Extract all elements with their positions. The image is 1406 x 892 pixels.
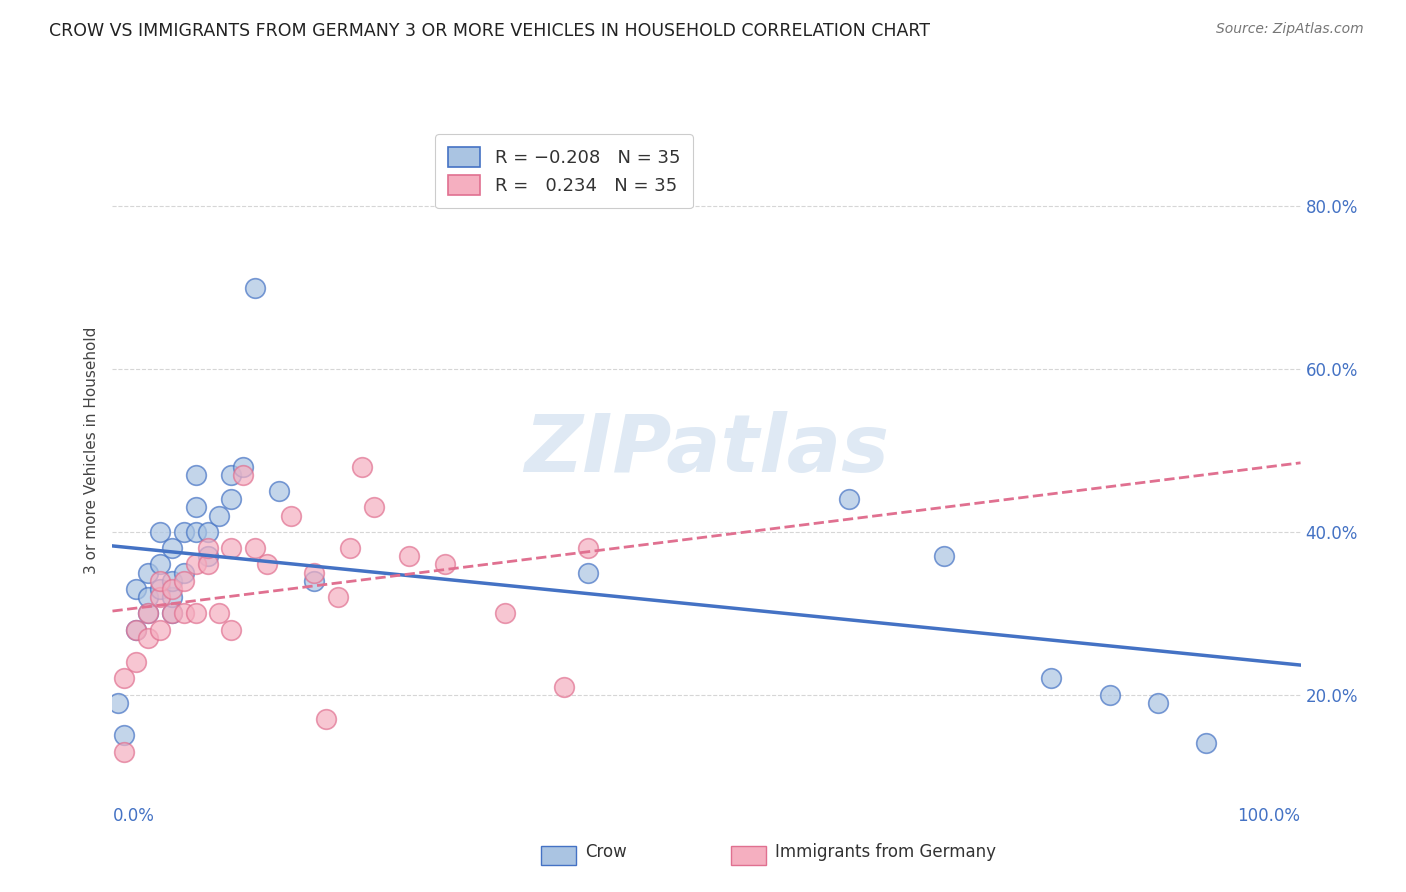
Point xyxy=(434,558,457,572)
Point xyxy=(173,574,195,588)
Legend: R = −0.208   N = 35, R =   0.234   N = 35: R = −0.208 N = 35, R = 0.234 N = 35 xyxy=(434,134,693,208)
Text: CROW VS IMMIGRANTS FROM GERMANY 3 OR MORE VEHICLES IN HOUSEHOLD CORRELATION CHAR: CROW VS IMMIGRANTS FROM GERMANY 3 OR MOR… xyxy=(49,22,931,40)
Point xyxy=(112,671,135,685)
Point xyxy=(125,623,148,637)
Point xyxy=(136,631,159,645)
Point xyxy=(219,623,243,637)
Point xyxy=(328,590,350,604)
Point xyxy=(219,467,243,482)
Point xyxy=(136,590,159,604)
Point xyxy=(553,680,575,694)
Point xyxy=(160,590,183,604)
Point xyxy=(304,574,326,588)
Point xyxy=(256,558,278,572)
Point xyxy=(160,574,183,588)
Point xyxy=(304,566,326,580)
Point xyxy=(149,623,172,637)
Point xyxy=(1099,688,1122,702)
Text: Crow: Crow xyxy=(585,843,627,861)
Point xyxy=(219,492,243,507)
Point xyxy=(208,607,231,621)
Point xyxy=(219,541,243,555)
Point xyxy=(149,558,172,572)
Point xyxy=(107,696,129,710)
Y-axis label: 3 or more Vehicles in Household: 3 or more Vehicles in Household xyxy=(84,326,100,574)
Text: 100.0%: 100.0% xyxy=(1237,807,1301,825)
Point xyxy=(149,574,172,588)
Point xyxy=(184,467,207,482)
Point xyxy=(136,607,159,621)
Point xyxy=(184,558,207,572)
Point xyxy=(243,541,266,555)
Point xyxy=(112,745,135,759)
Point xyxy=(576,566,599,580)
Point xyxy=(243,281,266,295)
Point xyxy=(173,607,195,621)
Point xyxy=(136,607,159,621)
Point xyxy=(1194,736,1216,750)
Point xyxy=(934,549,956,564)
Point xyxy=(197,558,219,572)
Point xyxy=(149,582,172,596)
Point xyxy=(494,607,516,621)
Point xyxy=(173,524,195,539)
Point xyxy=(363,500,385,515)
Point xyxy=(184,500,207,515)
Text: 0.0%: 0.0% xyxy=(112,807,155,825)
Point xyxy=(125,655,148,669)
Point xyxy=(112,728,135,742)
Text: Immigrants from Germany: Immigrants from Germany xyxy=(775,843,995,861)
Point xyxy=(398,549,420,564)
Point xyxy=(160,607,183,621)
Point xyxy=(197,549,219,564)
Point xyxy=(267,484,290,499)
Point xyxy=(232,459,254,474)
Point xyxy=(149,524,172,539)
Point xyxy=(173,566,195,580)
Point xyxy=(838,492,860,507)
Point xyxy=(125,582,148,596)
Point xyxy=(149,590,172,604)
Point xyxy=(339,541,361,555)
Point xyxy=(136,566,159,580)
Text: Source: ZipAtlas.com: Source: ZipAtlas.com xyxy=(1216,22,1364,37)
Point xyxy=(197,541,219,555)
Point xyxy=(280,508,302,523)
Point xyxy=(315,712,337,726)
Point xyxy=(160,607,183,621)
Point xyxy=(184,607,207,621)
Point xyxy=(160,582,183,596)
Point xyxy=(197,524,219,539)
Point xyxy=(184,524,207,539)
Point xyxy=(1147,696,1170,710)
Point xyxy=(576,541,599,555)
Text: ZIPatlas: ZIPatlas xyxy=(524,411,889,490)
Point xyxy=(208,508,231,523)
Point xyxy=(125,623,148,637)
Point xyxy=(160,541,183,555)
Point xyxy=(1040,671,1063,685)
Point xyxy=(232,467,254,482)
Point xyxy=(350,459,373,474)
